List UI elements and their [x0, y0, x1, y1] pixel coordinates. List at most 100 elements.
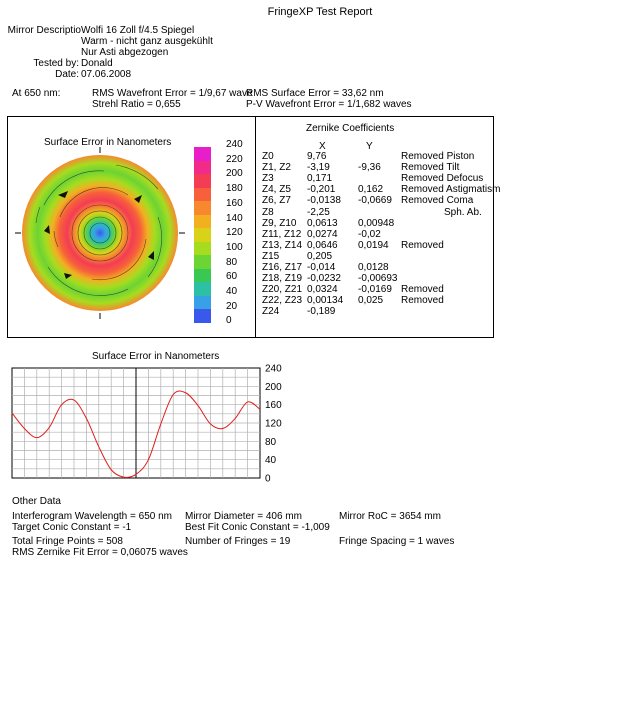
interferogram-wavelength: Interferogram Wavelength = 650 nm — [12, 511, 172, 522]
colorbar-label: 180 — [226, 183, 243, 195]
zernike-x: 0,171 — [307, 173, 333, 185]
zernike-y: -9,36 — [358, 162, 381, 174]
zernike-status: Removed — [401, 284, 444, 296]
colorbar-label: 0 — [226, 315, 232, 327]
zernike-x: 0,205 — [307, 250, 333, 262]
strehl-ratio: Strehl Ratio = 0,655 — [92, 99, 181, 110]
zernike-col-x: X — [319, 141, 326, 152]
best-fit-conic-constant: Best Fit Conic Constant = -1,009 — [185, 522, 330, 533]
total-fringe-points: Total Fringe Points = 508 — [12, 536, 123, 547]
zernike-status: Removed Tilt — [401, 162, 460, 174]
zernike-row: Z9, Z10 0,0613 0,00948 — [262, 218, 502, 229]
zernike-y: 0,00948 — [358, 217, 395, 229]
zernike-x: 0,00134 — [307, 295, 344, 307]
zernike-y: 0,162 — [358, 184, 384, 196]
zernike-x: 0,0613 — [307, 217, 338, 229]
colorbar-segment — [194, 187, 211, 202]
zernike-y: 0,0194 — [358, 239, 389, 251]
zernike-row: Z18, Z19 -0,0232 -0,00693 — [262, 273, 502, 284]
zernike-status: Removed — [401, 239, 444, 251]
colorbar-label: 160 — [226, 197, 243, 209]
number-of-fringes: Number of Fringes = 19 — [185, 536, 291, 547]
zernike-row: Z24 -0,189 — [262, 306, 502, 317]
zernike-row: Z0 9,76 Removed Piston — [262, 151, 502, 162]
colorbar-label: 220 — [226, 153, 243, 165]
zernike-row: Z20, Z21 0,0324 -0,0169 Removed — [262, 284, 502, 295]
zernike-col-y: Y — [366, 141, 373, 152]
colorbar-label: 40 — [226, 286, 238, 297]
zernike-name: Z20, Z21 — [262, 284, 303, 296]
y-tick-label: 240 — [265, 364, 282, 375]
mirror-diameter: Mirror Diameter = 406 mm — [185, 511, 302, 522]
colorbar-label: 20 — [226, 300, 238, 312]
zernike-x: -0,014 — [307, 262, 336, 273]
rms-surface-error: RMS Surface Error = 33,62 nm — [246, 88, 384, 99]
zernike-x: -3,19 — [307, 162, 330, 174]
zernike-status: Removed Astigmatism — [401, 184, 501, 196]
zernike-y: -0,0669 — [358, 195, 392, 207]
colorbar-segment — [194, 295, 211, 310]
report-title: FringeXP Test Report — [267, 6, 373, 18]
colorbar-segment — [194, 228, 211, 243]
zernike-title: Zernike Coefficients — [306, 123, 395, 134]
zernike-y: -0,02 — [358, 228, 381, 240]
colorbar-label: 80 — [226, 256, 238, 268]
zernike-name: Z8 — [262, 206, 274, 218]
zernike-row: Z16, Z17 -0,014 0,0128 — [262, 262, 502, 273]
zernike-name: Z22, Z23 — [262, 295, 303, 307]
zernike-name: Z15 — [262, 250, 280, 262]
zernike-name: Z3 — [262, 173, 274, 185]
rms-zernike-fit-error: RMS Zernike Fit Error = 0,06075 waves — [12, 547, 188, 558]
colorbar-segment — [194, 214, 211, 229]
zernike-row: Z6, Z7 -0,0138 -0,0669 Removed Coma — [262, 195, 502, 206]
zernike-name: Z18, Z19 — [262, 273, 303, 285]
zernike-status: Sph. Ab. — [444, 206, 482, 218]
mirror-line-3: Nur Asti abgezogen — [81, 47, 169, 58]
zernike-name: Z16, Z17 — [262, 262, 303, 273]
surface-map-disc — [22, 155, 178, 311]
y-tick-label: 0 — [265, 474, 271, 485]
colorbar-segment — [194, 174, 211, 189]
fringe-spacing: Fringe Spacing = 1 waves — [339, 536, 455, 547]
date-value: 07.06.2008 — [81, 69, 132, 80]
zernike-row: Z15 0,205 — [262, 251, 502, 262]
zernike-x: -0,189 — [307, 306, 336, 318]
colorbar-label: 200 — [226, 168, 243, 180]
zernike-x: 0,0646 — [307, 239, 338, 251]
zernike-name: Z0 — [262, 151, 274, 162]
colorbar-label: 140 — [226, 212, 243, 224]
zernike-name: Z4, Z5 — [262, 184, 291, 196]
colorbar-segment — [194, 160, 211, 175]
date-label: Date: — [55, 69, 79, 80]
zernike-row: Z8 -2,25 Sph. Ab. — [262, 207, 502, 218]
other-data-heading: Other Data — [12, 496, 61, 507]
zernike-y: -0,0169 — [358, 284, 392, 296]
zernike-status: Removed — [401, 295, 444, 307]
zernike-status: Removed Defocus — [401, 173, 484, 185]
mirror-line-1: Wolfi 16 Zoll f/4.5 Spiegel — [81, 25, 195, 36]
zernike-x: -0,0138 — [307, 195, 341, 207]
colorbar-segment — [194, 282, 211, 297]
panel-divider — [255, 117, 256, 337]
zernike-y: 0,025 — [358, 295, 384, 307]
mirror-description-label: Mirror Descriptio — [7, 25, 81, 36]
wavelength-label: At 650 nm: — [12, 88, 61, 99]
zernike-x: -0,0232 — [307, 273, 341, 285]
zernike-row: Z4, Z5 -0,201 0,162 Removed Astigmatism — [262, 184, 502, 195]
zernike-x: 0,0324 — [307, 284, 338, 296]
y-tick-label: 160 — [265, 400, 282, 411]
zernike-x: -0,201 — [307, 184, 336, 196]
y-tick-label: 80 — [265, 437, 277, 448]
zernike-name: Z24 — [262, 306, 280, 318]
surface-map-title: Surface Error in Nanometers — [44, 137, 172, 148]
zernike-row: Z11, Z12 0,0274 -0,02 — [262, 229, 502, 240]
zernike-y: -0,00693 — [358, 273, 398, 285]
zernike-name: Z11, Z12 — [262, 228, 302, 240]
zernike-name: Z1, Z2 — [262, 162, 291, 174]
colorbar-label: 60 — [226, 271, 238, 283]
zernike-name: Z9, Z10 — [262, 217, 297, 229]
y-tick-label: 120 — [265, 419, 282, 430]
profile-chart: 240 200 160 120 80 40 0 — [11, 364, 282, 485]
colorbar-label: 240 — [226, 139, 243, 150]
colorbar-label: 100 — [226, 241, 243, 253]
